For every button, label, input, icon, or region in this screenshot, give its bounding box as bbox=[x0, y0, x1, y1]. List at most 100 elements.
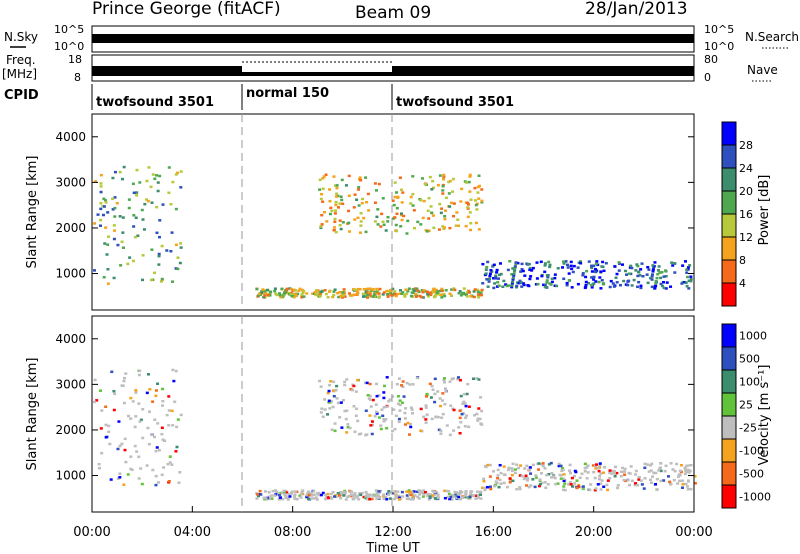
scatter-cell bbox=[412, 490, 416, 493]
scatter-cell bbox=[121, 246, 125, 249]
scatter-cell bbox=[615, 272, 619, 276]
scatter-cell bbox=[419, 223, 423, 226]
scatter-cell bbox=[662, 479, 666, 482]
scatter-cell bbox=[353, 430, 357, 433]
scatter-cell bbox=[463, 402, 467, 405]
scatter-cell bbox=[492, 277, 496, 280]
scatter-cell bbox=[442, 227, 446, 231]
scatter-cell bbox=[581, 274, 585, 277]
scatter-cell bbox=[664, 464, 668, 468]
scatter-cell bbox=[141, 408, 145, 411]
scatter-cell bbox=[689, 277, 693, 281]
scatter-cell bbox=[507, 466, 511, 470]
scatter-cell bbox=[395, 229, 399, 233]
scatter-cell bbox=[345, 378, 349, 381]
scatter-cell bbox=[318, 294, 322, 298]
scatter-cell bbox=[654, 482, 658, 486]
scatter-cell bbox=[469, 492, 473, 495]
scatter-cell bbox=[495, 271, 499, 274]
scatter-cell bbox=[401, 385, 405, 389]
scatter-cell bbox=[612, 285, 616, 288]
scatter-cell bbox=[319, 226, 323, 230]
scatter-cell bbox=[482, 477, 486, 481]
scatter-cell bbox=[422, 199, 426, 203]
scatter-cell bbox=[452, 429, 456, 432]
scatter-cell bbox=[597, 477, 601, 481]
scatter-cell bbox=[429, 205, 433, 208]
scatter-cell bbox=[366, 296, 370, 299]
scatter-cell bbox=[495, 481, 499, 485]
scatter-cell bbox=[364, 289, 368, 293]
colorbar-tick-label: 12 bbox=[739, 231, 753, 244]
scatter-cell bbox=[600, 279, 604, 282]
scatter-cell bbox=[104, 405, 108, 409]
scatter-cell bbox=[335, 184, 339, 187]
scatter-cell bbox=[662, 286, 666, 290]
scatter-cell bbox=[99, 182, 103, 185]
scatter-cell bbox=[502, 473, 506, 476]
scatter-cell bbox=[485, 485, 489, 489]
scatter-cell bbox=[341, 221, 345, 224]
scatter-cell bbox=[355, 289, 359, 293]
scatter-cell bbox=[656, 269, 660, 272]
scatter-cell bbox=[150, 248, 154, 251]
scatter-cell bbox=[559, 477, 563, 480]
scatter-cell bbox=[619, 474, 623, 478]
scatter-cell bbox=[400, 401, 404, 405]
scatter-cell bbox=[681, 479, 685, 482]
scatter-cell bbox=[594, 464, 598, 468]
scatter-cell bbox=[540, 481, 544, 485]
scatter-cell bbox=[121, 231, 125, 234]
scatter-cell bbox=[347, 209, 351, 213]
scatter-cell bbox=[403, 417, 407, 420]
scatter-cell bbox=[447, 492, 451, 496]
scatter-cell bbox=[438, 174, 442, 177]
scatter-cell bbox=[101, 213, 105, 217]
scatter-cell bbox=[505, 284, 509, 288]
scatter-cell bbox=[538, 478, 542, 481]
scatter-cell bbox=[288, 495, 292, 498]
scatter-cell bbox=[539, 472, 543, 475]
scatter-cell bbox=[650, 273, 654, 276]
scatter-cell bbox=[120, 442, 124, 446]
scatter-cell bbox=[156, 481, 160, 484]
scatter-cell bbox=[92, 269, 96, 272]
scatter-cell bbox=[364, 494, 368, 498]
scatter-cell bbox=[458, 497, 462, 501]
scatter-cell bbox=[433, 392, 437, 396]
scatter-cell bbox=[263, 293, 267, 297]
scatter-cell bbox=[453, 288, 457, 292]
scatter-cell bbox=[468, 173, 472, 177]
scatter-cell bbox=[328, 383, 332, 387]
scatter-cell bbox=[393, 427, 397, 431]
scatter-cell bbox=[462, 400, 466, 404]
scatter-cell bbox=[561, 477, 565, 480]
scatter-cell bbox=[168, 461, 172, 464]
scatter-cell bbox=[348, 230, 352, 233]
scatter-cell bbox=[375, 382, 379, 386]
scatter-cell bbox=[290, 492, 294, 495]
scatter-cell bbox=[664, 274, 668, 278]
scatter-cell bbox=[301, 489, 305, 492]
scatter-cell bbox=[595, 463, 599, 466]
scatter-cell bbox=[122, 379, 126, 383]
scatter-cell bbox=[160, 244, 164, 248]
scatter-cell bbox=[337, 494, 341, 497]
scatter-cell bbox=[479, 493, 483, 497]
scatter-cell bbox=[405, 497, 409, 500]
scatter-cell bbox=[162, 466, 166, 469]
scatter-cell bbox=[494, 480, 498, 483]
scatter-cell bbox=[364, 490, 368, 494]
scatter-cell bbox=[661, 280, 665, 284]
scatter-cell bbox=[275, 491, 279, 495]
scatter-cell bbox=[438, 202, 442, 206]
scatter-cell bbox=[612, 471, 616, 474]
scatter-cell bbox=[385, 376, 389, 379]
colorbar-tick-label: 24 bbox=[739, 162, 753, 175]
scatter-cell bbox=[302, 289, 306, 293]
scatter-cell bbox=[334, 195, 338, 198]
scatter-cell bbox=[436, 493, 440, 496]
scatter-cell bbox=[592, 278, 596, 281]
scatter-cell bbox=[287, 291, 291, 295]
scatter-cell bbox=[299, 492, 303, 496]
